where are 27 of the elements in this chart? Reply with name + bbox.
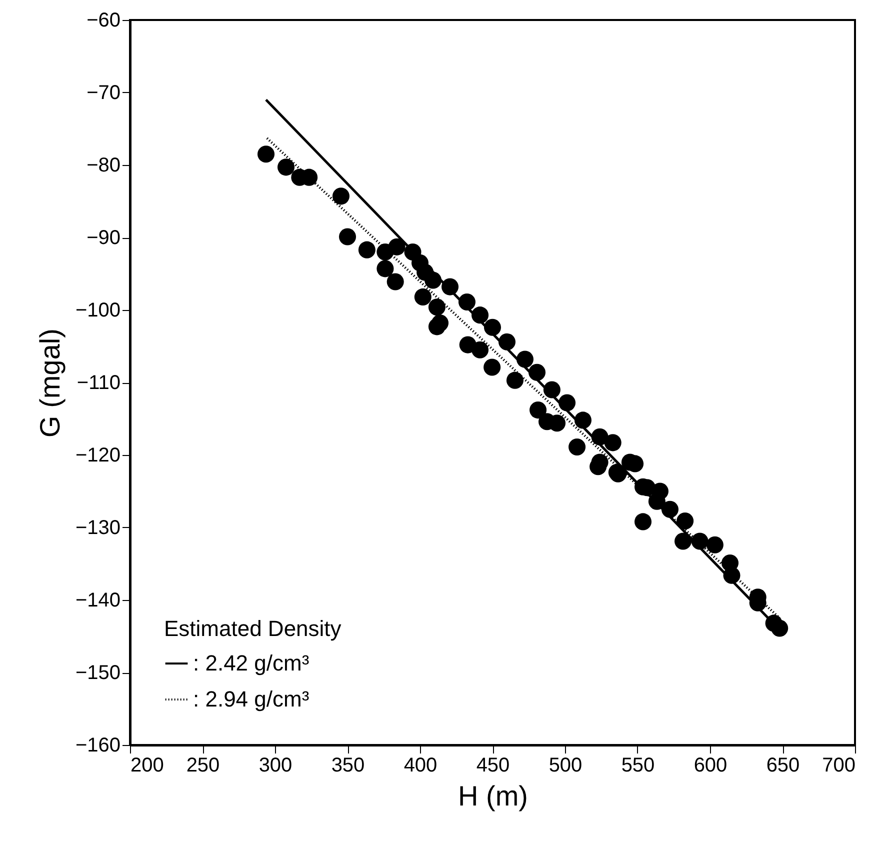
x-tick-label: 450 [476,754,510,776]
y-tick-label: −120 [75,444,120,466]
y-tick-label: −70 [86,82,120,104]
y-tick-label: −150 [75,662,120,684]
x-tick-label: 650 [766,754,800,776]
x-tick-label: 350 [331,754,365,776]
x-tick-label: 250 [186,754,220,776]
y-tick-label: −130 [75,517,120,539]
x-tick-label: 700 [822,754,856,776]
x-tick-label: 300 [258,754,292,776]
y-tick-label: −60 [86,10,120,32]
y-tick-label: −160 [75,734,120,756]
y-tick-label: −140 [75,590,120,612]
y-tick-label: −100 [75,300,120,322]
legend-title: Estimated Density [164,616,342,641]
x-tick-label: 200 [130,754,164,776]
legend-label: : 2.42 g/cm³ [193,650,310,676]
x-tick-label: 550 [621,754,655,776]
x-tick-label: 400 [404,754,438,776]
x-tick-label: 600 [694,754,728,776]
x-tick-label: 500 [548,754,582,776]
x-axis-title: H (m) [458,780,528,812]
y-tick-label: −110 [76,372,120,394]
y-tick-label: −80 [86,154,120,176]
y-tick-label: −90 [86,227,120,249]
legend-label: : 2.94 g/cm³ [193,686,310,712]
y-axis-title: G (mgal) [34,328,66,438]
